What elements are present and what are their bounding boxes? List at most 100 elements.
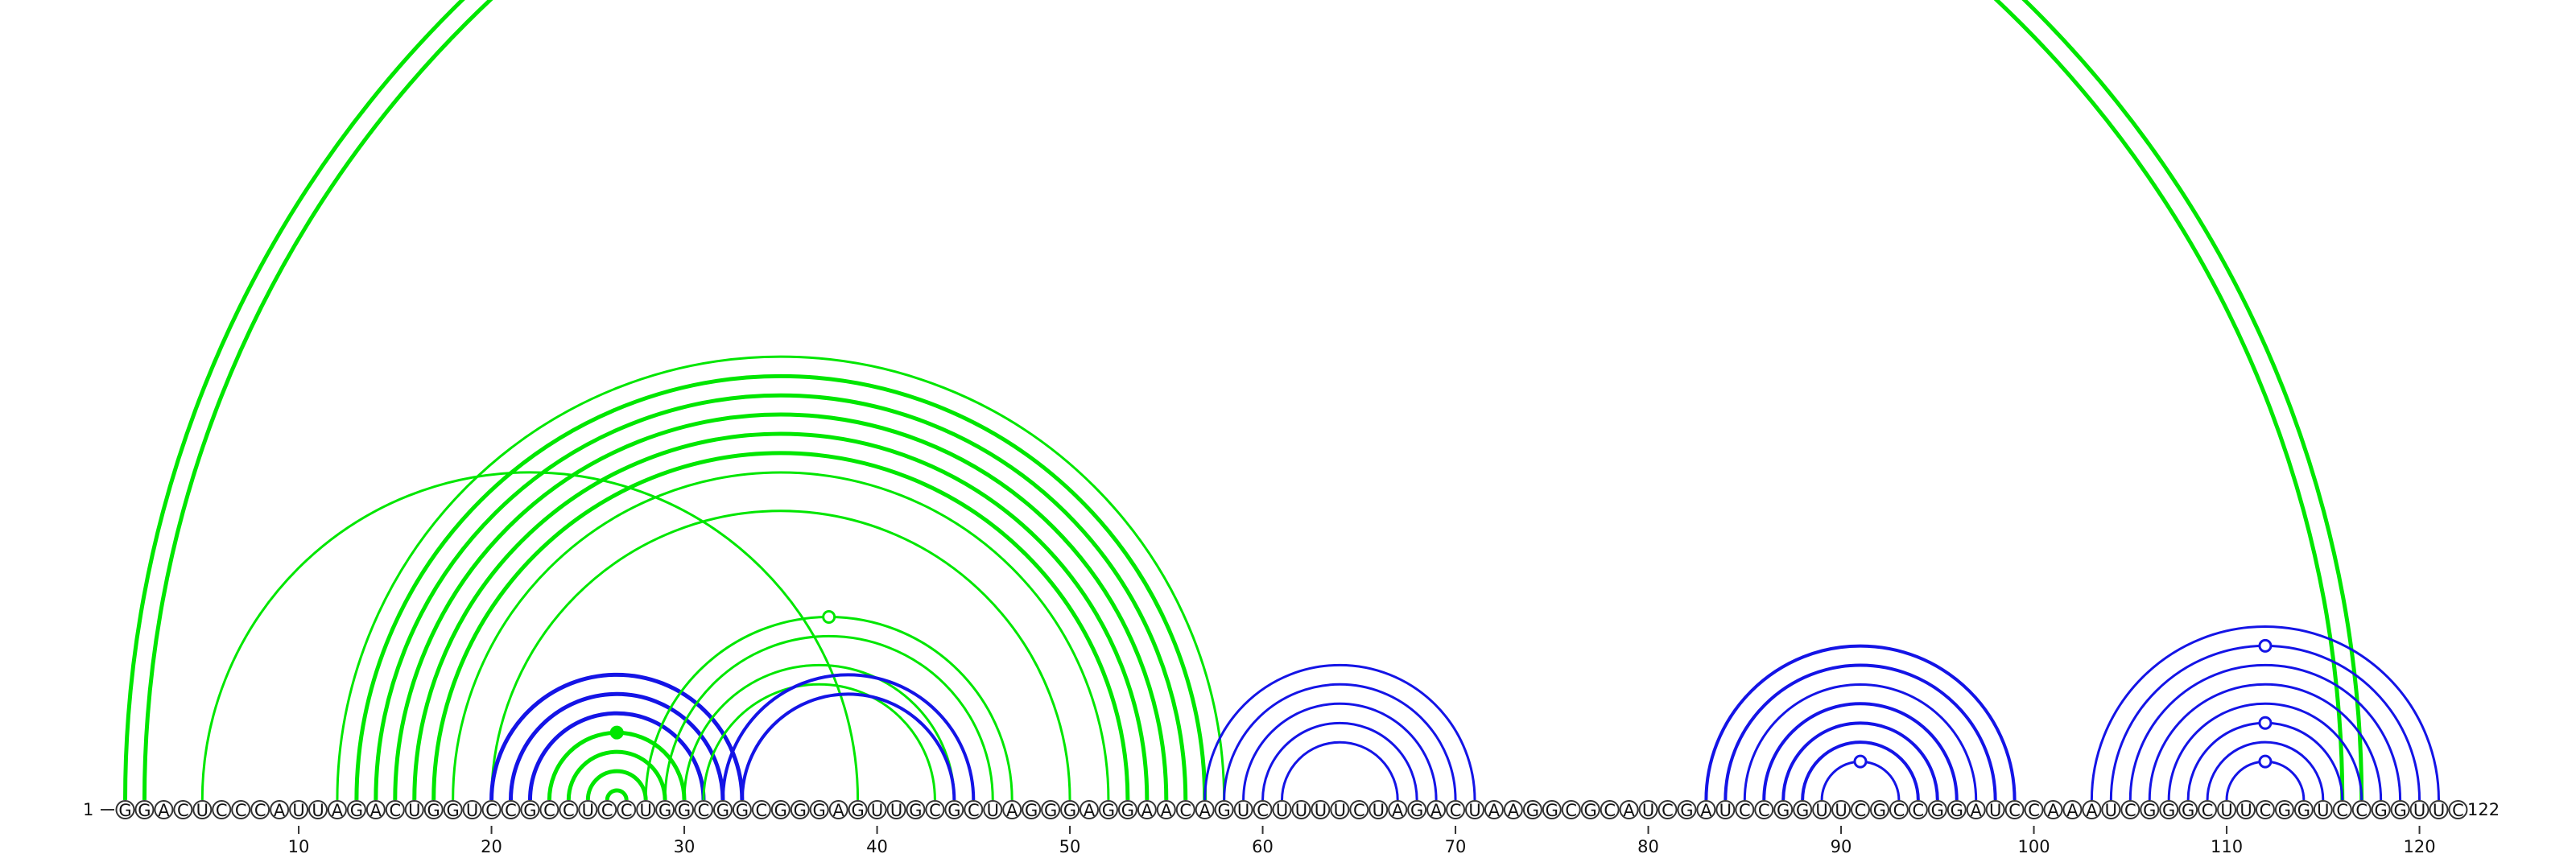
base-pair-arc — [663, 634, 994, 801]
base-pair-arc — [489, 672, 745, 801]
base-pair-arc — [1242, 702, 1438, 801]
base-pair-arc — [683, 663, 956, 801]
nucleotide-letter: C — [2008, 801, 2021, 820]
nucleotide-letter: G — [1931, 801, 1944, 820]
nucleotide-circle — [501, 800, 521, 819]
nucleotide-circle — [636, 800, 656, 819]
nucleotide-circle — [2043, 800, 2063, 819]
nucleotide-letter: A — [1623, 801, 1635, 820]
nucleotide-circle — [2217, 800, 2237, 819]
nucleotide-circle — [2024, 800, 2044, 819]
nucleotide-letter: C — [2355, 801, 2368, 820]
nucleotide-letter: A — [158, 801, 170, 820]
nucleotide-circle — [2313, 800, 2333, 819]
nucleotide-circle — [462, 800, 482, 819]
axis-tick-label: 20 — [481, 837, 502, 856]
nucleotide-letter: A — [1199, 801, 1212, 820]
nucleotide-circle — [520, 800, 540, 819]
base-pair-arc — [412, 431, 1150, 801]
nucleotide-circle — [1908, 800, 1928, 819]
nucleotide-circle — [173, 800, 193, 819]
nucleotide-circle — [1773, 800, 1794, 819]
nucleotide-circle — [2390, 800, 2410, 819]
nucleotide-circle — [289, 800, 309, 819]
nucleotide-circle — [1966, 800, 1986, 819]
nucleotide-letter: A — [1141, 801, 1154, 820]
axis-tick-label: 50 — [1059, 837, 1081, 856]
base-pair-arc — [1801, 740, 1920, 801]
nucleotide-letter: U — [582, 801, 594, 820]
nucleotide-circle — [346, 800, 366, 819]
base-pair-arc — [527, 711, 706, 801]
nucleotide-letter: U — [2240, 801, 2252, 820]
nucleotide-circle — [270, 800, 290, 819]
axis-tick-label: 70 — [1445, 837, 1467, 856]
nucleotide-circle — [1098, 800, 1118, 819]
nucleotide-letter: U — [1815, 801, 1827, 820]
nucleotide-letter: A — [1430, 801, 1443, 820]
base-pair-arc — [720, 673, 976, 801]
nucleotide-circle — [2120, 800, 2140, 819]
base-pair-arc — [1704, 644, 2017, 801]
nucleotide-circle — [1812, 800, 1832, 819]
nucleotide-letter: C — [1855, 801, 1867, 820]
arc-marker — [609, 725, 624, 740]
base-pair-arc — [1261, 721, 1418, 801]
nucleotide-letter: C — [177, 801, 189, 820]
nucleotide-letter: U — [408, 801, 420, 820]
base-pair-arc — [509, 691, 725, 801]
nucleotide-circle — [1041, 800, 1061, 819]
nucleotide-letter: U — [2105, 801, 2117, 820]
nucleotide-circle — [1580, 800, 1600, 819]
nucleotide-letter: C — [1893, 801, 1905, 820]
nucleotide-letter: G — [1951, 801, 1963, 820]
base-pair-arc — [585, 769, 648, 801]
axis-tick-label: 80 — [1637, 837, 1659, 856]
nucleotide-circle — [809, 800, 829, 819]
nucleotide-letter: U — [2433, 801, 2445, 820]
nucleotide-circle — [1426, 800, 1447, 819]
nucleotide-circle — [2062, 800, 2083, 819]
nucleotide-circle — [1657, 800, 1678, 819]
nucleotide-letter: U — [1642, 801, 1654, 820]
nucleotide-letter: A — [1006, 801, 1018, 820]
nucleotide-circle — [790, 800, 810, 819]
arc-markers — [609, 609, 2273, 769]
nucleotide-circle — [2332, 800, 2352, 819]
nucleotide-circle — [1677, 800, 1697, 819]
base-pair-arcs — [123, 0, 2440, 801]
nucleotide-letter: C — [1604, 801, 1616, 820]
nucleotide-circle — [1022, 800, 1042, 819]
nucleotide-circle — [481, 800, 502, 819]
nucleotide-circle — [2255, 800, 2275, 819]
nucleotide-letter: G — [678, 801, 691, 820]
nucleotide-circle — [115, 800, 135, 819]
nucleotide-circle — [1060, 800, 1080, 819]
nucleotide-letter: G — [2393, 801, 2406, 820]
nucleotide-circle — [1638, 800, 1658, 819]
nucleotide-circle — [308, 800, 328, 819]
nucleotide-circle — [1368, 800, 1389, 819]
nucleotide-letter: C — [1257, 801, 1269, 820]
nucleotide-letter: G — [1796, 801, 1809, 820]
nucleotide-letter: A — [2086, 801, 2098, 820]
arc-marker — [1853, 754, 1868, 769]
nucleotide-letter: G — [2278, 801, 2291, 820]
nucleotide-letter: G — [1044, 801, 1057, 820]
nucleotide-letter: C — [621, 801, 633, 820]
base-pair-arc — [142, 0, 2345, 801]
nucleotide-circle — [578, 800, 598, 819]
nucleotide-letter: G — [851, 801, 864, 820]
nucleotide-circle — [2448, 800, 2468, 819]
nucleotide-letter: U — [1315, 801, 1327, 820]
nucleotide-circle — [231, 800, 251, 819]
nucleotide-letter: A — [1508, 801, 1520, 820]
nucleotide-letter: U — [196, 801, 208, 820]
nucleotide-letter: C — [698, 801, 710, 820]
nucleotide-letter: C — [543, 801, 555, 820]
nucleotide-circle — [1214, 800, 1234, 819]
nucleotide-circle — [1735, 800, 1755, 819]
nucleotide-circle — [712, 800, 733, 819]
nucleotide-circle — [1388, 800, 1408, 819]
